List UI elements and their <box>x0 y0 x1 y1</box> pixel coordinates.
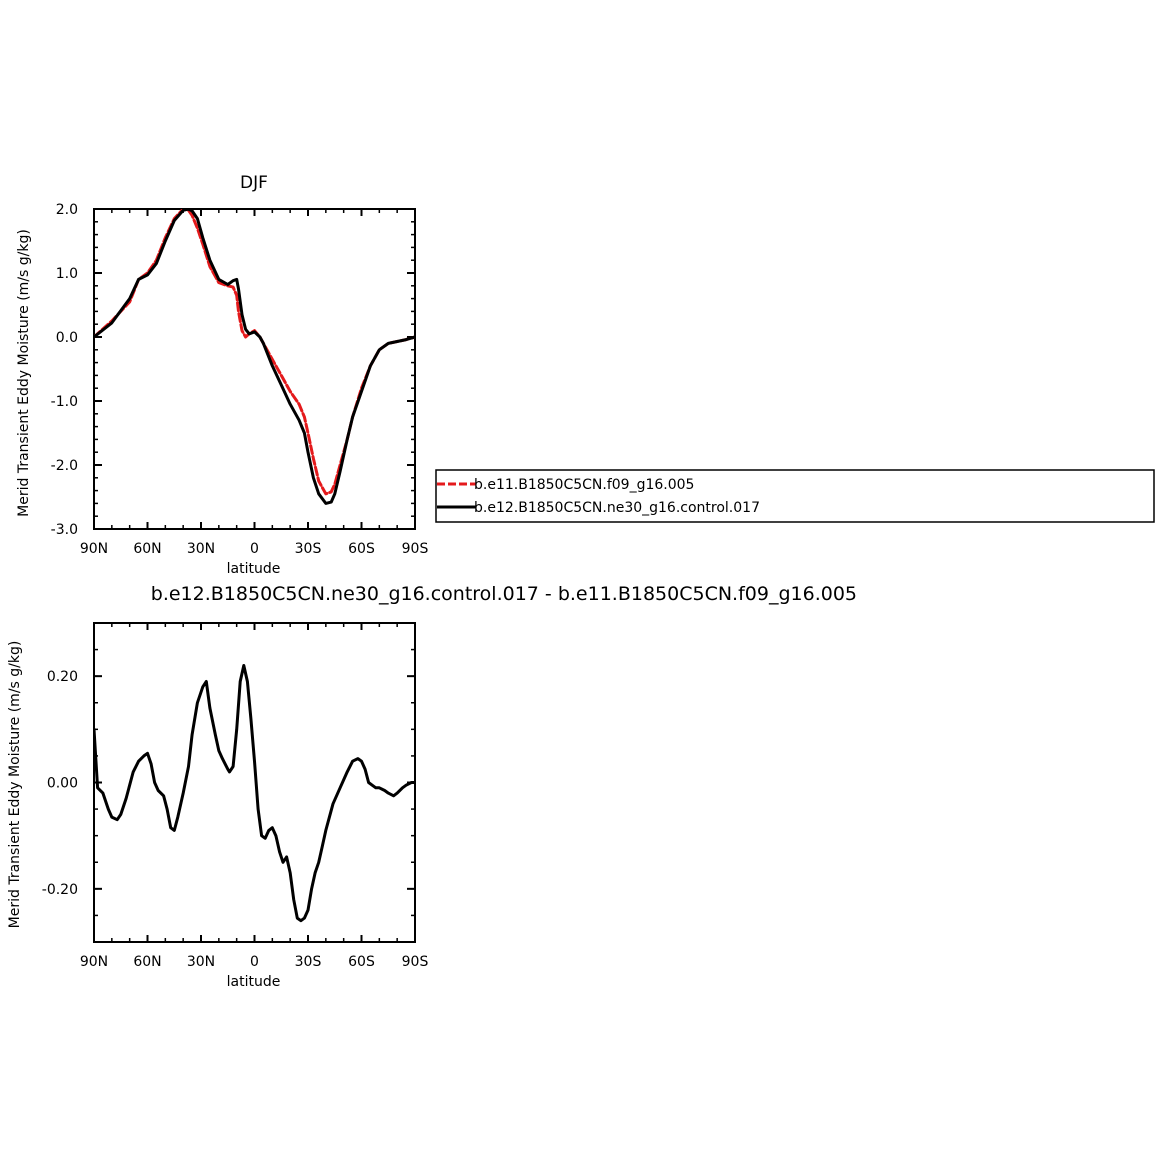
x-tick-label: 60S <box>348 954 375 970</box>
x-axis-label: latitude <box>227 561 281 577</box>
x-tick-label: 30S <box>295 541 322 557</box>
plot-frame <box>93 208 416 530</box>
legend-label-1: b.e11.B1850C5CN.f09_g16.005 <box>474 477 694 493</box>
y-tick-label: -1.0 <box>51 394 78 410</box>
chart-panel-1: 90N 60N 30N 0 30S 60S 90S -3.0 -2.0 -1.0 0.0 1.0 2.0… <box>16 202 428 577</box>
x-tick-label: 90N <box>80 954 108 970</box>
difference-title: b.e12.B1850C5CN.ne30_g16.control.017 - b… <box>151 583 857 605</box>
series-group <box>94 664 415 923</box>
plot-frame <box>93 622 416 943</box>
series-line-1 <box>94 664 415 923</box>
x-tick-label: 90S <box>402 541 429 557</box>
x-tick-label: 0 <box>250 541 259 557</box>
x-tick-label: 60N <box>133 541 161 557</box>
x-tick-label: 60S <box>348 541 375 557</box>
x-tick-label: 90S <box>402 954 429 970</box>
x-tick-label: 90N <box>80 541 108 557</box>
series-line-2 <box>94 209 415 505</box>
x-axis-label: latitude <box>227 974 281 990</box>
y-tick-label: 1.0 <box>56 266 78 282</box>
x-tick-label: 0 <box>250 954 259 970</box>
y-tick-label: 0.20 <box>47 669 78 685</box>
y-tick-label: 0.0 <box>56 330 78 346</box>
legend-label-2: b.e12.B1850C5CN.ne30_g16.control.017 <box>474 500 760 516</box>
series-line-1 <box>94 209 415 496</box>
legend: b.e11.B1850C5CN.f09_g16.005 b.e12.B1850C5… <box>435 469 1155 523</box>
y-tick-label: -2.0 <box>51 458 78 474</box>
y-axis-label: Merid Transient Eddy Moisture (m/s g/kg) <box>7 641 23 929</box>
x-tick-label: 60N <box>133 954 161 970</box>
y-tick-label: -3.0 <box>51 522 78 538</box>
x-tick-label: 30N <box>187 954 215 970</box>
x-tick-label: 30S <box>295 954 322 970</box>
y-axis-label: Merid Transient Eddy Moisture (m/s g/kg) <box>16 229 32 517</box>
y-tick-label: -0.20 <box>42 882 78 898</box>
chart-title: DJF <box>240 173 268 193</box>
y-tick-label: 2.0 <box>56 202 78 218</box>
legend-box <box>435 469 1155 523</box>
y-tick-label: 0.00 <box>47 776 78 792</box>
chart-panel-2: 90N 60N 30N 0 30S 60S 90S -0.20 0.00 0.20 latitude… <box>7 622 429 990</box>
series-group <box>94 209 415 505</box>
x-tick-label: 30N <box>187 541 215 557</box>
